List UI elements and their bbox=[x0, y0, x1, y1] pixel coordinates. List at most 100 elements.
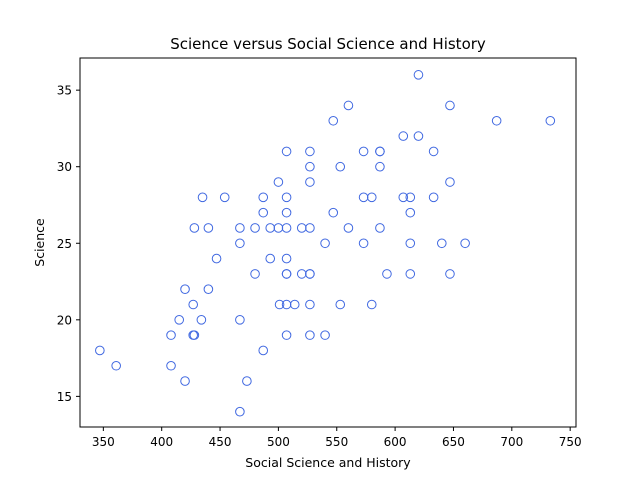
data-point-34 bbox=[281, 207, 292, 218]
data-point-54 bbox=[328, 115, 339, 126]
data-point-62 bbox=[358, 238, 369, 249]
data-point-38 bbox=[281, 269, 292, 279]
data-point-7 bbox=[188, 299, 198, 310]
x-tick-label: 550 bbox=[325, 435, 348, 449]
data-point-21 bbox=[235, 406, 245, 417]
data-point-81 bbox=[445, 100, 455, 111]
x-tick-label: 750 bbox=[559, 435, 582, 449]
data-point-83 bbox=[445, 269, 455, 279]
x-tick-label: 600 bbox=[384, 435, 407, 449]
x-tick-label: 500 bbox=[267, 435, 290, 449]
data-point-52 bbox=[320, 238, 330, 249]
x-tick-label: 700 bbox=[500, 435, 523, 449]
chart-title: Science versus Social Science and Histor… bbox=[170, 35, 486, 53]
data-point-49 bbox=[305, 269, 315, 279]
data-point-9 bbox=[189, 330, 200, 340]
data-point-84 bbox=[460, 238, 470, 249]
data-point-79 bbox=[428, 192, 439, 203]
data-point-29 bbox=[273, 177, 284, 187]
data-point-0 bbox=[95, 345, 105, 356]
data-point-55 bbox=[328, 207, 339, 218]
x-axis: 350 400 450 500 550 600 650 700 750 bbox=[92, 427, 582, 449]
data-point-68 bbox=[375, 223, 385, 233]
data-point-45 bbox=[305, 161, 315, 172]
data-point-77 bbox=[413, 131, 424, 141]
data-point-19 bbox=[235, 315, 245, 325]
data-point-51 bbox=[305, 330, 315, 340]
data-point-42 bbox=[296, 223, 307, 233]
data-point-59 bbox=[343, 223, 354, 233]
data-point-41 bbox=[289, 299, 300, 310]
data-point-40 bbox=[281, 330, 292, 340]
data-point-28 bbox=[265, 253, 276, 264]
data-point-76 bbox=[413, 70, 424, 80]
data-point-35 bbox=[281, 223, 292, 233]
data-point-12 bbox=[197, 192, 208, 203]
data-point-61 bbox=[358, 192, 369, 203]
data-point-50 bbox=[305, 299, 315, 310]
x-axis-label: Social Science and History bbox=[245, 455, 411, 470]
plot-frame bbox=[79, 57, 577, 428]
y-axis: 15 20 25 30 35 bbox=[57, 84, 80, 404]
y-tick-label: 25 bbox=[57, 237, 72, 251]
data-point-36 bbox=[281, 253, 292, 264]
data-point-75 bbox=[405, 269, 416, 279]
y-axis-label: Science bbox=[32, 218, 47, 267]
data-point-47 bbox=[305, 223, 315, 233]
data-point-46 bbox=[305, 177, 315, 187]
data-point-24 bbox=[258, 192, 269, 203]
x-tick-label: 400 bbox=[150, 435, 173, 449]
data-point-64 bbox=[366, 299, 377, 310]
data-point-85 bbox=[491, 115, 502, 126]
data-point-23 bbox=[250, 269, 260, 279]
data-point-43 bbox=[296, 269, 307, 279]
data-point-32 bbox=[281, 146, 292, 157]
x-tick-label: 450 bbox=[209, 435, 232, 449]
data-point-17 bbox=[235, 223, 245, 233]
data-point-18 bbox=[235, 238, 245, 249]
data-point-69 bbox=[382, 269, 392, 279]
y-tick-label: 30 bbox=[57, 160, 72, 174]
data-point-58 bbox=[343, 100, 354, 111]
data-point-70 bbox=[398, 131, 409, 141]
data-point-25 bbox=[258, 207, 269, 218]
data-point-57 bbox=[335, 299, 346, 310]
x-tick-label: 350 bbox=[92, 435, 115, 449]
data-point-11 bbox=[196, 315, 207, 325]
data-point-53 bbox=[320, 330, 330, 340]
data-point-73 bbox=[405, 207, 416, 218]
data-point-10 bbox=[189, 223, 200, 233]
data-point-1 bbox=[111, 360, 121, 371]
data-point-60 bbox=[358, 146, 369, 157]
y-tick-label: 15 bbox=[57, 390, 72, 404]
data-point-80 bbox=[436, 238, 447, 249]
data-point-13 bbox=[203, 223, 214, 233]
data-points bbox=[95, 70, 556, 417]
data-point-56 bbox=[335, 161, 346, 172]
data-point-3 bbox=[166, 360, 176, 371]
data-point-4 bbox=[174, 315, 184, 325]
data-point-26 bbox=[258, 345, 269, 356]
data-point-2 bbox=[166, 330, 176, 340]
data-point-6 bbox=[180, 376, 190, 386]
data-point-33 bbox=[281, 192, 292, 203]
data-point-30 bbox=[273, 223, 284, 233]
y-tick-label: 35 bbox=[57, 84, 72, 98]
data-point-14 bbox=[203, 284, 214, 295]
x-tick-label: 650 bbox=[442, 435, 465, 449]
data-point-66 bbox=[375, 146, 385, 157]
data-point-27 bbox=[265, 223, 276, 233]
data-point-63 bbox=[366, 192, 377, 203]
data-point-71 bbox=[398, 192, 409, 203]
data-point-5 bbox=[180, 284, 190, 295]
y-tick-label: 20 bbox=[57, 313, 72, 327]
data-point-31 bbox=[274, 299, 285, 310]
data-point-22 bbox=[250, 223, 260, 233]
data-point-16 bbox=[219, 192, 230, 203]
data-point-20 bbox=[242, 376, 252, 386]
data-point-67 bbox=[375, 161, 385, 172]
data-point-74 bbox=[405, 238, 416, 249]
data-point-15 bbox=[211, 253, 222, 264]
data-point-44 bbox=[305, 146, 315, 157]
